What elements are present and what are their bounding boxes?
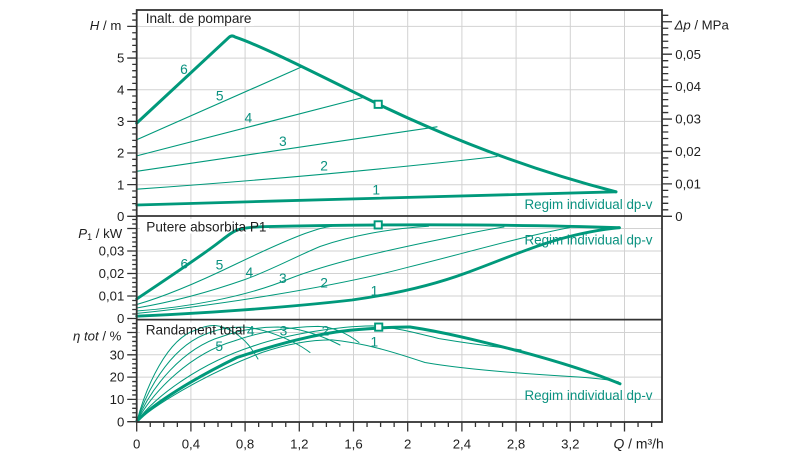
svg-text:H / m: H / m	[90, 18, 122, 33]
svg-text:0,03: 0,03	[675, 112, 701, 127]
svg-text:0,02: 0,02	[675, 144, 701, 159]
svg-text:1: 1	[371, 334, 379, 349]
svg-text:30: 30	[110, 347, 125, 362]
svg-text:5: 5	[117, 51, 124, 66]
svg-text:Regim individual dp-v: Regim individual dp-v	[524, 197, 652, 212]
svg-text:0,01: 0,01	[99, 289, 125, 304]
svg-text:20: 20	[110, 370, 125, 385]
svg-text:3: 3	[117, 114, 124, 129]
svg-text:0,4: 0,4	[182, 436, 200, 451]
svg-text:2,4: 2,4	[453, 436, 471, 451]
svg-text:10: 10	[110, 392, 125, 407]
svg-text:4: 4	[247, 324, 255, 339]
svg-text:4: 4	[117, 82, 124, 97]
svg-text:5: 5	[216, 88, 224, 103]
svg-text:0,8: 0,8	[236, 436, 254, 451]
svg-text:2,8: 2,8	[507, 436, 525, 451]
svg-text:1,2: 1,2	[290, 436, 308, 451]
svg-text:0,01: 0,01	[675, 176, 701, 191]
svg-text:0,02: 0,02	[99, 266, 125, 281]
svg-text:Randament total: Randament total	[146, 322, 246, 337]
svg-text:1: 1	[371, 284, 379, 299]
svg-text:3,2: 3,2	[561, 436, 579, 451]
svg-text:0,05: 0,05	[675, 47, 701, 62]
svg-text:2: 2	[117, 146, 124, 161]
svg-text:0: 0	[133, 436, 140, 451]
svg-text:P1 / kW: P1 / kW	[78, 226, 122, 242]
svg-text:Inalt. de pompare: Inalt. de pompare	[146, 11, 252, 26]
svg-text:2: 2	[322, 324, 330, 339]
svg-text:η tot / %: η tot / %	[73, 329, 122, 344]
svg-text:1,6: 1,6	[344, 436, 362, 451]
svg-text:3: 3	[279, 134, 287, 149]
svg-text:Regim individual dp-v: Regim individual dp-v	[524, 388, 652, 403]
svg-text:0: 0	[117, 209, 124, 224]
svg-text:1: 1	[372, 183, 380, 198]
svg-text:Δp / MPa: Δp / MPa	[674, 17, 730, 32]
svg-text:0: 0	[117, 414, 124, 429]
svg-text:6: 6	[180, 62, 188, 77]
svg-text:3: 3	[279, 271, 287, 286]
svg-text:3: 3	[280, 324, 288, 339]
svg-text:Putere absorbita P1: Putere absorbita P1	[146, 219, 266, 234]
svg-text:5: 5	[215, 339, 223, 354]
svg-text:1: 1	[117, 177, 124, 192]
svg-text:0: 0	[117, 311, 124, 326]
svg-text:Q / m³/h: Q / m³/h	[614, 435, 664, 451]
svg-text:0,03: 0,03	[99, 244, 125, 259]
svg-text:0,04: 0,04	[675, 79, 701, 94]
svg-text:Regim individual dp-v: Regim individual dp-v	[524, 233, 652, 248]
svg-text:4: 4	[246, 265, 254, 280]
svg-text:2: 2	[320, 159, 328, 174]
svg-text:0: 0	[675, 209, 682, 224]
svg-text:5: 5	[216, 257, 224, 272]
svg-text:2: 2	[404, 436, 411, 451]
svg-text:2: 2	[320, 276, 328, 291]
svg-text:6: 6	[181, 256, 189, 271]
svg-text:4: 4	[244, 110, 252, 125]
